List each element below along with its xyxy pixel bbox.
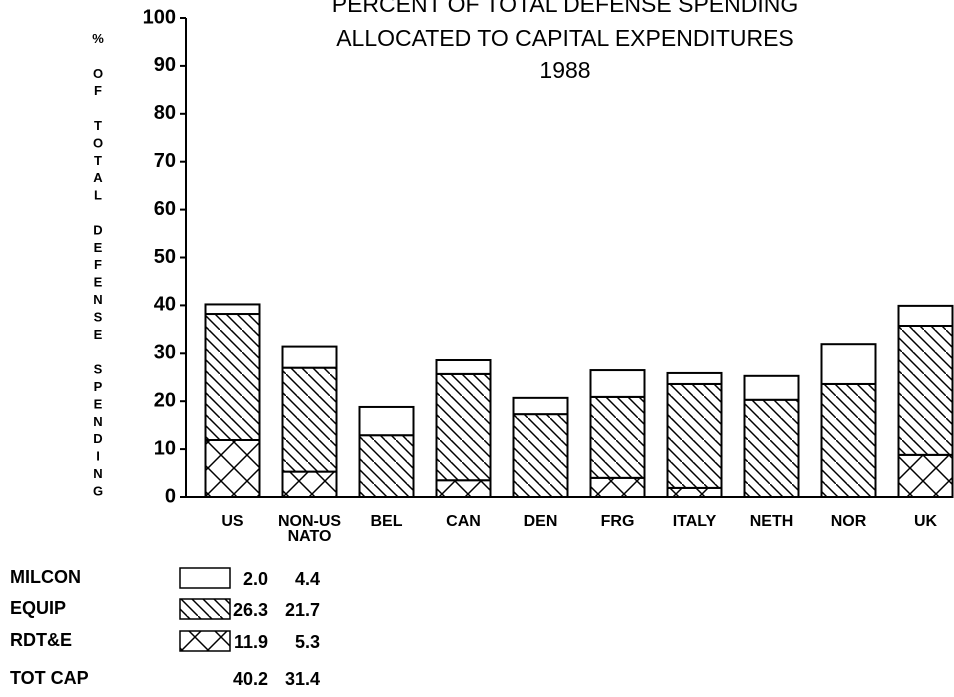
bar-segment — [435, 479, 492, 498]
legend-label: MILCON — [10, 567, 81, 587]
y-tick-label: 20 — [154, 389, 176, 411]
chart-title: PERCENT OF TOTAL DEFENSE SPENDING — [332, 0, 798, 17]
legend-swatch — [179, 630, 231, 652]
x-tick-label: CAN — [446, 513, 481, 530]
x-tick-label: DEN — [524, 513, 558, 530]
chart-subtitle: 1988 — [539, 57, 590, 83]
x-tick-label: NOR — [831, 513, 867, 530]
bar-segment — [589, 476, 646, 498]
legend-label: EQUIP — [10, 598, 66, 618]
bar-segment — [897, 304, 954, 327]
bar-segment — [897, 324, 954, 456]
bar-segment — [204, 303, 261, 316]
y-tick-label: 0 — [165, 485, 176, 507]
x-tick-label: UK — [914, 513, 938, 530]
y-tick-label: 30 — [154, 342, 176, 364]
legend-swatch — [179, 567, 231, 589]
table-value: 2.0 — [243, 569, 268, 589]
y-tick-label: 10 — [154, 437, 176, 459]
x-tick-label: FRG — [601, 513, 635, 530]
total-label: TOT CAP — [10, 668, 89, 688]
table-value: 40.2 — [233, 669, 268, 689]
bar-segment — [589, 369, 646, 398]
bar-segment — [435, 372, 492, 482]
y-tick-label: 80 — [154, 102, 176, 124]
bar-segment — [743, 398, 800, 498]
x-tick-label: US — [221, 513, 244, 530]
x-tick-label: NON-US NATO — [278, 513, 341, 545]
bar-segment — [281, 366, 338, 473]
bar-segment — [281, 345, 338, 369]
bar-segment — [512, 396, 569, 416]
table-value: 21.7 — [285, 600, 320, 620]
table-value: 4.4 — [295, 569, 320, 589]
y-tick-label: 50 — [154, 246, 176, 268]
bar-segment — [666, 371, 723, 385]
bar-segment — [358, 434, 415, 499]
bar-segment — [435, 359, 492, 375]
bar-segment — [743, 374, 800, 401]
table-value: 31.4 — [285, 669, 320, 689]
y-tick-label: 60 — [154, 198, 176, 220]
table-value: 11.9 — [234, 632, 268, 652]
bar-segment — [897, 453, 954, 498]
legend-label: RDT&E — [10, 630, 72, 650]
bar-segment — [204, 313, 261, 441]
bar-segment — [666, 382, 723, 489]
table-value: 26.3 — [233, 600, 268, 620]
table-value: 5.3 — [295, 632, 320, 652]
legend-swatch — [179, 598, 231, 620]
x-tick-label: BEL — [371, 513, 403, 530]
bar-segment — [204, 438, 261, 498]
x-tick-label: NETH — [750, 513, 794, 530]
bar-segment — [512, 413, 569, 498]
y-tick-label: 70 — [154, 150, 176, 172]
x-tick-label: ITALY — [673, 513, 717, 530]
y-tick-label: 40 — [154, 294, 176, 316]
bar-segment — [358, 405, 415, 437]
y-tick-label: 100 — [143, 6, 176, 28]
bar-segment — [281, 470, 338, 499]
chart-title: ALLOCATED TO CAPITAL EXPENDITURES — [336, 25, 794, 51]
bar-segment — [820, 343, 877, 385]
bar-segment — [666, 486, 723, 498]
bar-segment — [820, 382, 877, 498]
y-tick-label: 90 — [154, 54, 176, 76]
bar-segment — [589, 395, 646, 479]
